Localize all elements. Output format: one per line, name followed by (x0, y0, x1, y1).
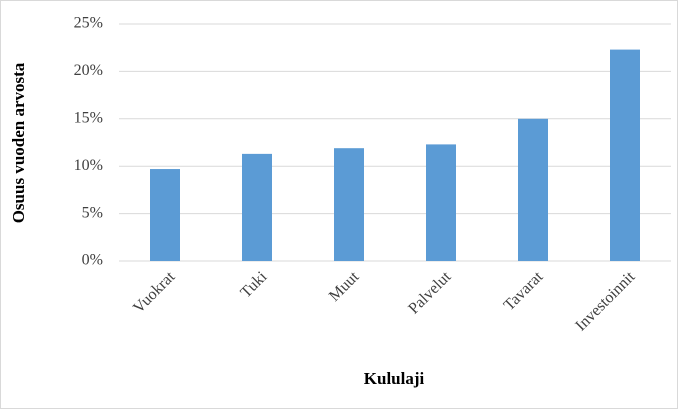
bar (242, 153, 272, 261)
bar (610, 49, 640, 261)
y-tick-label: 25% (74, 15, 103, 32)
y-tick-label: 10% (74, 157, 103, 174)
bar (518, 118, 548, 261)
y-tick-label: 15% (74, 109, 103, 126)
bar (334, 148, 364, 261)
bar (426, 144, 456, 261)
y-tick-label: 0% (82, 252, 103, 269)
x-axis-title: Kululaji (364, 369, 425, 388)
bar (150, 169, 180, 261)
y-axis-title: Osuus vuoden arvosta (9, 62, 28, 223)
y-tick-label: 5% (82, 204, 103, 221)
y-tick-label: 20% (74, 62, 103, 79)
